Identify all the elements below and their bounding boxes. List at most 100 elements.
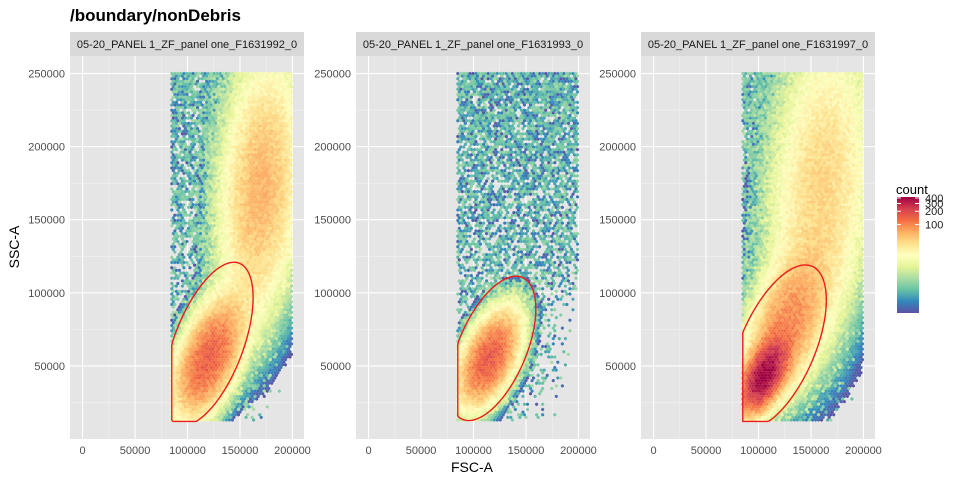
hexbin [233, 113, 237, 118]
hexbin [218, 229, 222, 233]
hexbin [238, 373, 242, 378]
hexbin [277, 84, 281, 89]
hexbin [249, 360, 253, 365]
hexbin [193, 126, 197, 131]
hexbin [283, 179, 287, 183]
hexbin [270, 344, 274, 349]
hexbin [265, 153, 269, 157]
hexbin [200, 386, 204, 391]
hexbin [197, 239, 201, 244]
hexbin [229, 363, 233, 367]
hexbin [267, 308, 271, 312]
hexbin [235, 74, 239, 78]
hexbin [249, 98, 253, 102]
hexbin [282, 203, 286, 207]
hexbin [230, 203, 234, 207]
hexbin [285, 171, 289, 176]
hexbin [208, 300, 212, 304]
hexbin [177, 111, 181, 115]
hexbin [235, 342, 239, 346]
hexbin [224, 124, 228, 128]
hexbin [276, 155, 280, 160]
hexbin [217, 247, 221, 252]
hexbin [196, 116, 200, 120]
hexbin [256, 84, 260, 89]
hexbin [211, 331, 215, 336]
hexbin [290, 137, 294, 141]
hexbin [246, 229, 250, 233]
hexbin [202, 205, 206, 210]
hexbin [280, 126, 284, 131]
hexbin [182, 171, 186, 176]
hexbin [186, 226, 190, 231]
hexbin [176, 355, 180, 359]
hexbin [226, 352, 230, 357]
hexbin [268, 184, 272, 189]
hexbin [247, 179, 251, 183]
hexbin [179, 344, 183, 349]
hexbin [232, 258, 236, 262]
hexbin [277, 195, 281, 199]
hexbin [246, 82, 250, 86]
hexbin [193, 405, 197, 409]
hexbin [186, 347, 190, 351]
hexbin [233, 224, 237, 228]
hexbin [171, 399, 175, 404]
hexbin [212, 313, 216, 317]
hexbin [221, 229, 225, 233]
hexbin [246, 140, 250, 144]
hexbin [261, 344, 265, 349]
hexbin [273, 276, 277, 281]
hexbin [246, 98, 250, 102]
hexbin [208, 205, 212, 210]
hexbin [224, 371, 228, 375]
hexbin [261, 392, 265, 396]
hexbin [267, 376, 271, 380]
hexbin [224, 203, 228, 207]
hexbin [174, 174, 178, 178]
hexbin [226, 336, 230, 341]
hexbin [229, 205, 233, 210]
hexbin [283, 158, 287, 162]
hexbin [196, 378, 200, 383]
hexbin [212, 124, 216, 128]
hexbin [261, 82, 265, 86]
hexbin [255, 208, 259, 212]
hexbin [277, 289, 281, 294]
hexbin [235, 378, 239, 383]
hexbin [277, 347, 281, 351]
hexbin [193, 79, 197, 84]
hexbin [247, 137, 251, 141]
hexbin [252, 98, 256, 102]
hexbin [283, 305, 287, 309]
hexbin [255, 234, 259, 239]
hexbin [273, 224, 277, 228]
hexbin [290, 336, 294, 341]
hexbin [203, 197, 207, 202]
hexbin [250, 158, 254, 162]
hexbin [180, 216, 184, 220]
hexbin [212, 350, 216, 354]
hexbin [265, 342, 269, 346]
hexbin [214, 263, 218, 267]
hexbin [197, 229, 201, 233]
hexbin [194, 360, 198, 365]
hexbin [249, 208, 253, 212]
hexbin [261, 155, 265, 160]
hexbin [203, 365, 207, 370]
hexbin [227, 297, 231, 302]
hexbin [243, 376, 247, 380]
hexbin [199, 279, 203, 283]
hexbin [170, 218, 174, 223]
hexbin [270, 71, 274, 76]
hexbin [239, 155, 244, 160]
hexbin [211, 74, 215, 78]
hexbin [170, 87, 174, 92]
hexbin [209, 308, 213, 312]
hexbin [220, 168, 224, 173]
hexbin [205, 163, 209, 168]
hexbin [261, 287, 265, 291]
hexbin [236, 187, 240, 191]
hexbin [277, 90, 281, 94]
hexbin [183, 357, 187, 362]
